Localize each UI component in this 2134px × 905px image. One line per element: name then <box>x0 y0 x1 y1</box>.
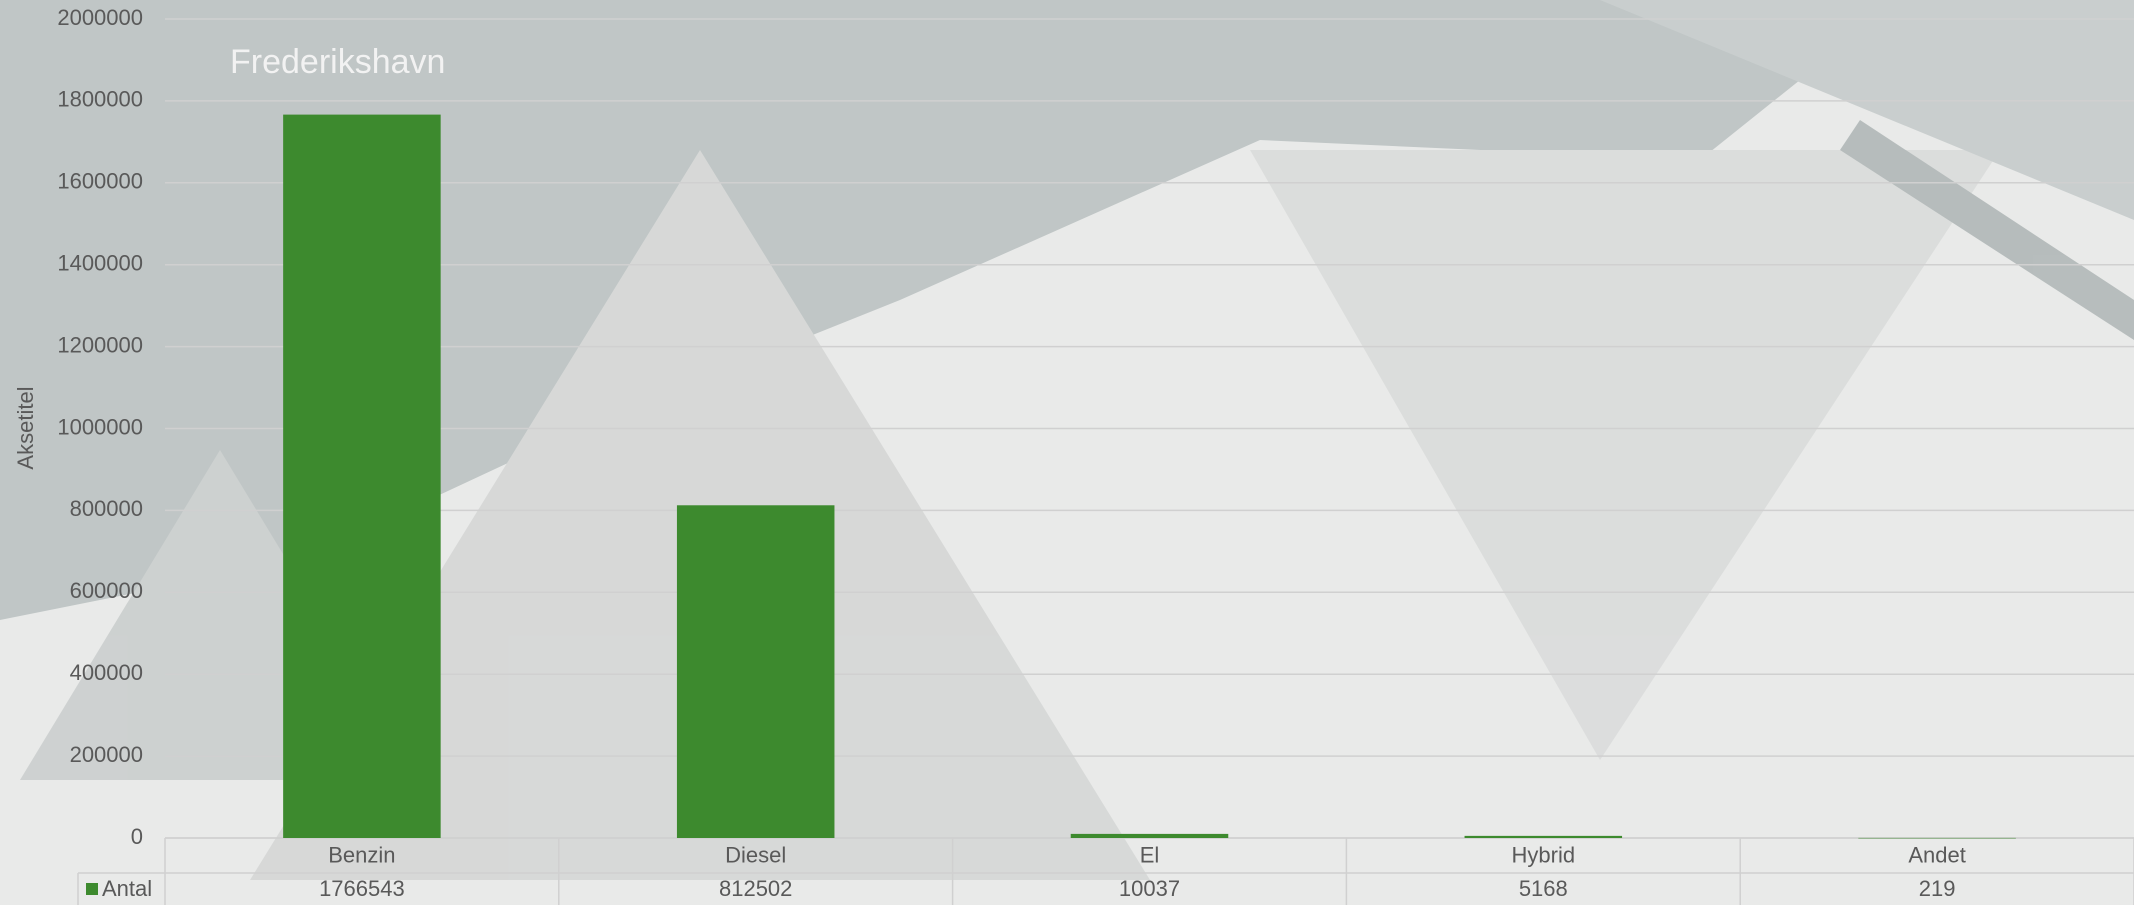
y-tick-label: 2000000 <box>57 5 143 30</box>
table-value: 812502 <box>719 876 792 901</box>
bar <box>1070 833 1229 838</box>
x-tick-label: Hybrid <box>1512 842 1576 867</box>
y-tick-label: 1200000 <box>57 332 143 357</box>
y-tick-label: 1400000 <box>57 251 143 276</box>
y-tick-label: 1000000 <box>57 414 143 439</box>
table-value: 10037 <box>1119 876 1180 901</box>
y-tick-label: 400000 <box>70 660 143 685</box>
y-tick-label: 800000 <box>70 496 143 521</box>
photo-sign: Frederikshavn <box>230 43 445 81</box>
table-value: 1766543 <box>319 876 405 901</box>
y-tick-label: 1600000 <box>57 169 143 194</box>
x-tick-label: El <box>1140 842 1160 867</box>
y-tick-label: 200000 <box>70 742 143 767</box>
y-tick-label: 600000 <box>70 578 143 603</box>
bar <box>1464 835 1623 838</box>
x-tick-label: Diesel <box>725 842 786 867</box>
y-axis-title: Aksetitel <box>13 386 38 469</box>
bar <box>1858 837 2016 839</box>
table-value: 5168 <box>1519 876 1568 901</box>
y-tick-label: 0 <box>131 824 143 849</box>
bar <box>676 505 835 838</box>
legend-key <box>86 883 98 895</box>
x-tick-label: Benzin <box>328 842 395 867</box>
x-tick-label: Andet <box>1908 842 1966 867</box>
table-value: 219 <box>1919 876 1956 901</box>
bar <box>283 114 441 838</box>
legend-label: Antal <box>102 876 152 901</box>
y-tick-label: 1800000 <box>57 87 143 112</box>
